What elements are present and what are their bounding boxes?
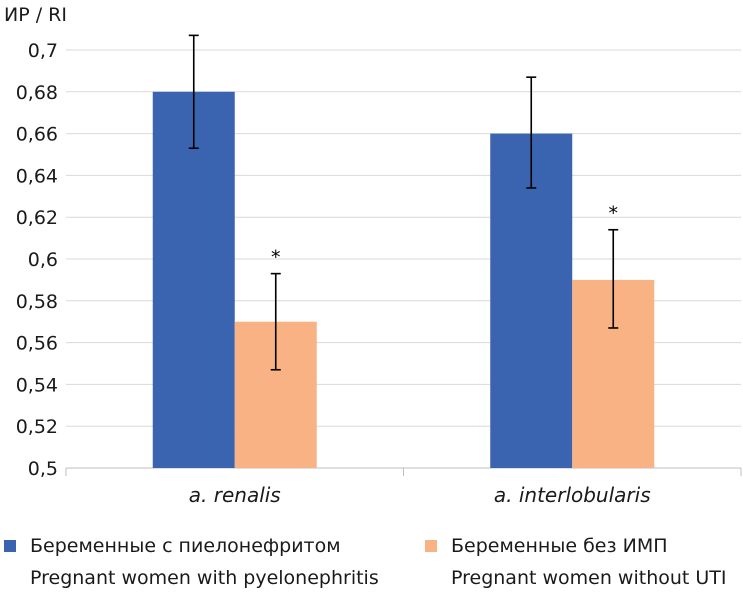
legend-label-ru: Беременные без ИМП	[451, 535, 668, 557]
y-tick-label: 0,7	[28, 40, 58, 62]
bar	[490, 133, 573, 468]
y-tick-label: 0,52	[16, 416, 58, 438]
y-tick-label: 0,54	[16, 374, 58, 396]
y-axis-label: ИР / RI	[4, 4, 67, 26]
legend-label-en: Pregnant women with pyelonephritis	[30, 567, 379, 589]
bar-chart: ИР / RI 0,50,520,540,560,580,60,620,640,…	[4, 4, 742, 507]
x-tick-labels: a. renalis a. interlobularis	[189, 483, 651, 507]
error-bars	[188, 34, 619, 371]
y-tick-label: 0,6	[28, 249, 58, 271]
y-tick-label: 0,56	[16, 333, 58, 355]
significance-markers: **	[271, 203, 618, 269]
legend-label-en: Pregnant women without UTI	[451, 567, 727, 589]
significance-asterisk: *	[271, 247, 281, 269]
y-tick-label: 0,68	[16, 82, 58, 104]
y-tick-labels: 0,5 0,52 0,54 0,56 0,58 0,6 0,62 0,64 0,66 0,68 0,…	[16, 40, 58, 480]
legend-swatch-orange	[425, 540, 437, 552]
bar	[152, 91, 235, 469]
y-tick-label: 0,5	[28, 458, 58, 480]
y-tick-label: 0,66	[16, 124, 58, 146]
legend-swatch-blue	[4, 540, 16, 552]
bars	[152, 91, 655, 469]
y-tick-label: 0,58	[16, 291, 58, 313]
legend-label-ru: Беременные с пиелонефритом	[30, 535, 341, 557]
x-tick-label: a. renalis	[189, 483, 281, 507]
x-tick-label: a. interlobularis	[494, 483, 651, 507]
significance-asterisk: *	[609, 203, 619, 225]
y-tick-label: 0,64	[16, 165, 58, 187]
y-tick-label: 0,62	[16, 207, 58, 229]
legend-series-1: Беременные с пиелонефритом Pregnant wome…	[4, 530, 379, 594]
legend-series-2: Беременные без ИМП Pregnant women withou…	[425, 530, 727, 594]
